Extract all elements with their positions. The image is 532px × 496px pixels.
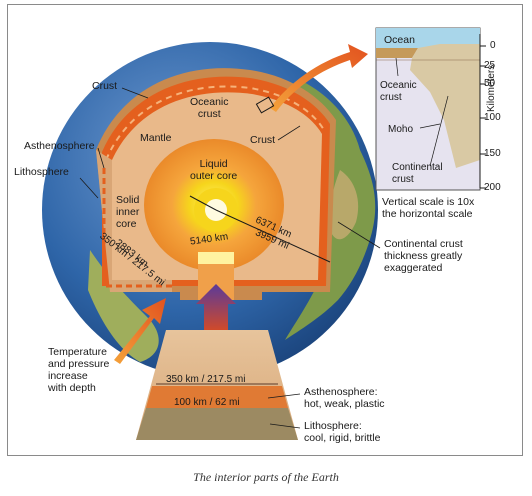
inset-leader-continental bbox=[429, 95, 449, 167]
inset-label-moho: Moho bbox=[388, 124, 414, 135]
inset-axis-label: Kilometers bbox=[486, 64, 497, 112]
label-temperature-note: Temperature and pressure increase with d… bbox=[48, 346, 110, 394]
inset-oceanic-crust bbox=[376, 48, 418, 58]
inset-tick-0: 0 bbox=[490, 40, 496, 51]
leader-litho-desc bbox=[269, 423, 301, 429]
label-liquid-outer-core: Liquid outer core bbox=[190, 158, 238, 182]
rising-arrow bbox=[196, 284, 236, 330]
label-asthenosphere-desc: Asthenosphere: hot, weak, plastic bbox=[304, 386, 385, 410]
label-lithosphere-desc: Lithosphere: cool, rigid, brittle bbox=[304, 420, 381, 444]
radius-line bbox=[215, 209, 331, 263]
continent-land-3 bbox=[329, 170, 359, 240]
inset-scale-note: Vertical scale is 10x the horizontal sca… bbox=[382, 196, 475, 220]
temperature-arrow bbox=[114, 298, 166, 364]
label-wedge-350: 350 km / 217.5 mi bbox=[166, 374, 246, 385]
inset-marker-box bbox=[255, 96, 275, 114]
leader-lithosphere bbox=[79, 177, 99, 199]
label-crust-top: Crust bbox=[92, 80, 118, 92]
label-crust-right: Crust bbox=[250, 134, 276, 146]
label-solid-inner-core: Solid inner core bbox=[116, 194, 140, 230]
wedge-asthenosphere bbox=[146, 386, 288, 408]
inset-label-ocean: Ocean bbox=[384, 34, 415, 46]
inset-continental-crust bbox=[410, 44, 480, 168]
inset-leader-moho bbox=[419, 123, 441, 129]
leader-crust-top bbox=[121, 87, 149, 99]
leader-asthenosphere bbox=[97, 147, 105, 169]
inset-ocean bbox=[376, 28, 480, 48]
cut-face-left-dashes bbox=[102, 168, 176, 288]
cut-face-left bbox=[96, 150, 172, 292]
inset-leader-oceanic bbox=[395, 57, 399, 77]
label-asthenosphere: Asthenosphere bbox=[24, 140, 95, 152]
core-radius-line bbox=[189, 195, 217, 211]
inset-label-continental-crust: Continental crust bbox=[392, 162, 443, 185]
label-oceanic-crust: Oceanic crust bbox=[190, 96, 229, 120]
asthenosphere-dashes bbox=[105, 85, 325, 161]
leader-continental bbox=[337, 221, 381, 249]
inset-tick-50: 50 bbox=[484, 78, 496, 89]
inset-tick-200: 200 bbox=[484, 182, 501, 193]
label-wedge-100: 100 km / 62 mi bbox=[174, 397, 240, 408]
inset-label-oceanic-crust: Oceanic crust bbox=[380, 80, 417, 103]
column-top bbox=[198, 252, 234, 264]
label-lithosphere: Lithosphere bbox=[14, 166, 69, 178]
inset-pointer-arrow bbox=[270, 44, 368, 112]
label-continental-note: Continental crust thickness greatly exag… bbox=[384, 238, 463, 274]
wedge-surface bbox=[136, 408, 298, 440]
inset-tick-150: 150 bbox=[484, 148, 501, 159]
leader-crust-right bbox=[277, 125, 301, 141]
figure-caption: The interior parts of the Earth bbox=[193, 470, 339, 484]
leader-asth-desc bbox=[267, 393, 301, 399]
inset-tick-25: 25 bbox=[484, 60, 496, 71]
inset-tick-100: 100 bbox=[484, 112, 501, 123]
label-mantle: Mantle bbox=[140, 132, 172, 144]
